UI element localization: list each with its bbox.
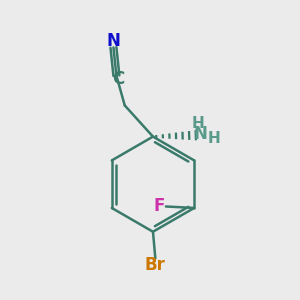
Text: N: N	[194, 125, 208, 143]
Text: C: C	[112, 70, 124, 88]
Text: N: N	[106, 32, 120, 50]
Text: F: F	[154, 197, 165, 215]
Text: H: H	[191, 116, 204, 131]
Text: Br: Br	[145, 256, 166, 274]
Text: H: H	[208, 130, 221, 146]
